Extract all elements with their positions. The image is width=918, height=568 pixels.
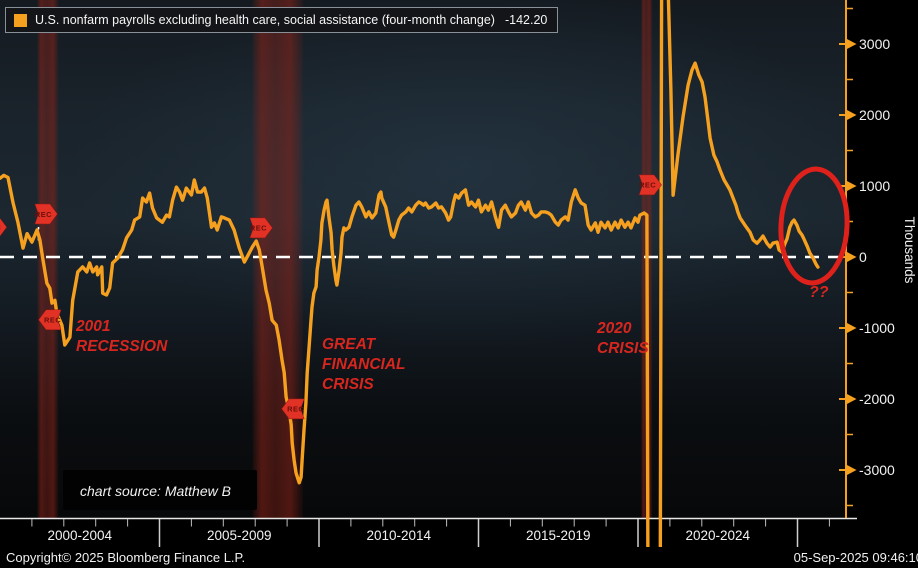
annotation-question-marks: ??	[809, 284, 829, 301]
annotation-recession-2001: 2001 RECESSION	[75, 318, 168, 355]
rec-marker-icon	[281, 398, 305, 420]
rec-marker-label: REC	[44, 316, 61, 325]
y-axis-tick-label: 2000	[859, 107, 890, 123]
y-axis-tick-label: -3000	[859, 462, 895, 478]
source-note-box	[63, 470, 257, 510]
rec-marker-label: REC	[0, 223, 1, 232]
y-axis-tick-arrow-icon	[847, 465, 857, 475]
y-axis-tick-label: 0	[859, 249, 867, 265]
x-axis-group-label: 2015-2019	[526, 528, 591, 543]
series-label: U.S. nonfarm payrolls excluding health c…	[35, 13, 495, 27]
rec-marker-icon	[638, 174, 662, 196]
y-axis-tick-label: 1000	[859, 178, 890, 194]
y-axis-tick-arrow-icon	[847, 39, 857, 49]
highlight-ellipse	[778, 166, 850, 286]
source-note-text: chart source: Matthew B	[80, 483, 231, 499]
x-axis-group-label: 2005-2009	[207, 528, 272, 543]
recession-band	[37, 0, 59, 518]
rec-marker-icon	[38, 309, 62, 331]
y-axis-tick-arrow-icon	[847, 323, 857, 333]
rec-marker-label: REC	[287, 405, 304, 414]
timestamp-text: 05-Sep-2025 09:46:10	[793, 550, 918, 565]
y-axis-tick-label: 3000	[859, 36, 890, 52]
y-axis-tick-arrow-icon	[847, 181, 857, 191]
annotation-crisis-2020: 2020 CRISIS	[596, 320, 649, 357]
rec-marker-label: REC	[250, 224, 267, 233]
y-axis-tick-arrow-icon	[847, 110, 857, 120]
y-axis-tick-arrow-icon	[847, 252, 857, 262]
rec-marker-icon	[249, 217, 273, 239]
rec-marker-icon	[0, 217, 8, 237]
footer-bar: Copyright© 2025 Bloomberg Finance L.P. 0…	[0, 547, 918, 568]
x-axis-group-label: 2000-2004	[47, 528, 112, 543]
payrolls-series-line	[0, 0, 820, 564]
plot-background	[0, 0, 846, 518]
x-axis-group-label: 2010-2014	[366, 528, 431, 543]
copyright-text: Copyright© 2025 Bloomberg Finance L.P.	[6, 550, 246, 565]
series-swatch-icon	[14, 13, 27, 27]
rec-marker-label: REC	[35, 210, 52, 219]
annotation-gfc: GREAT FINANCIAL CRISIS	[322, 336, 406, 393]
series-last-value: -142.20	[504, 13, 548, 27]
y-axis-tick-label: -2000	[859, 391, 895, 407]
y-axis-tick-label: -1000	[859, 320, 895, 336]
y-axis-unit-label: Thousands	[902, 217, 917, 284]
rec-marker-label: REC	[639, 181, 656, 190]
legend[interactable]: U.S. nonfarm payrolls excluding health c…	[5, 7, 559, 33]
rec-marker-icon	[34, 203, 58, 225]
x-axis-group-label: 2020-2024	[685, 528, 750, 543]
y-axis-tick-arrow-icon	[847, 394, 857, 404]
